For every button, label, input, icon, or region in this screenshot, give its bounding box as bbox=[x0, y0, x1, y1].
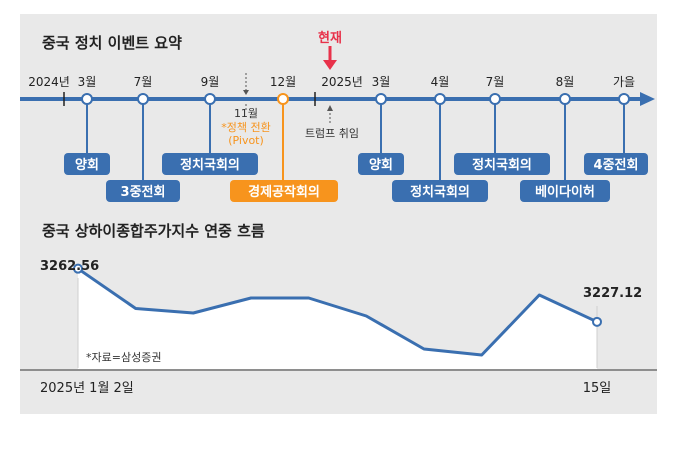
x-end-label: 15일 bbox=[583, 381, 612, 396]
chart-area-fill bbox=[78, 268, 597, 369]
event-box-highlight bbox=[230, 180, 338, 202]
now-arrow-head bbox=[323, 60, 337, 70]
note-pivot-2: (Pivot) bbox=[228, 134, 264, 147]
event-label: 정치국회의 bbox=[410, 184, 470, 200]
event-dot bbox=[204, 93, 216, 105]
event-dot bbox=[489, 93, 501, 105]
tick-label: 7월 bbox=[134, 75, 153, 89]
event-dot bbox=[618, 93, 630, 105]
event-label: 베이다이허 bbox=[535, 184, 595, 200]
tick-label: 12월 bbox=[270, 75, 296, 89]
event-label: 양회 bbox=[75, 157, 99, 173]
note-pivot-1: *정책 전환 bbox=[221, 121, 270, 134]
start-value-label: 3262.56 bbox=[40, 259, 99, 274]
event-box bbox=[392, 180, 488, 202]
event-dots bbox=[81, 93, 630, 105]
tick-label: 가을 bbox=[613, 75, 635, 89]
stock-line-chart bbox=[73, 263, 602, 369]
event-box bbox=[162, 153, 258, 175]
tick-label: 3월 bbox=[372, 75, 391, 89]
event-label: 정치국회의 bbox=[180, 157, 240, 173]
nov-pointer-head bbox=[243, 90, 249, 95]
event-label: 정치국회의 bbox=[472, 157, 532, 173]
event-label: 양회 bbox=[369, 157, 393, 173]
timeline-title: 중국 정치 이벤트 요약 bbox=[42, 34, 182, 52]
series-line bbox=[77, 267, 598, 357]
event-label: 경제공작회의 bbox=[248, 184, 320, 200]
tick-label: 7월 bbox=[486, 75, 505, 89]
event-label: 4중전회 bbox=[594, 157, 639, 173]
tick-label: 4월 bbox=[431, 75, 450, 89]
event-connectors bbox=[86, 99, 625, 184]
event-box bbox=[584, 153, 648, 175]
timeline-axis-arrow bbox=[640, 92, 655, 106]
event-dot bbox=[137, 93, 149, 105]
source-note: *자료=삼성증권 bbox=[86, 351, 161, 364]
event-boxes: 양회 3중전회 정치국회의 경제공작회의 양회 정치국회의 정치국회의 베이다이… bbox=[64, 153, 648, 202]
event-box bbox=[106, 180, 180, 202]
x-start-label: 2025년 1월 2일 bbox=[40, 381, 134, 396]
event-dot bbox=[81, 93, 93, 105]
timeline-tick-labels: 2024년 3월 7월 9월 12월 2025년 3월 4월 7월 8월 가을 bbox=[28, 75, 635, 89]
event-box bbox=[520, 180, 610, 202]
event-label: 3중전회 bbox=[121, 184, 166, 200]
event-box bbox=[64, 153, 110, 175]
chart-title: 중국 상하이종합주가지수 연중 흐름 bbox=[42, 222, 265, 240]
tick-label: 9월 bbox=[201, 75, 220, 89]
event-dot bbox=[434, 93, 446, 105]
data-point bbox=[73, 263, 83, 274]
end-value-label: 3227.12 bbox=[583, 286, 642, 301]
event-box bbox=[358, 153, 404, 175]
event-box bbox=[454, 153, 550, 175]
data-point bbox=[592, 316, 602, 327]
event-dot bbox=[559, 93, 571, 105]
tick-label: 2024년 bbox=[28, 75, 70, 89]
event-dot bbox=[375, 93, 387, 105]
tick-label: 8월 bbox=[556, 75, 575, 89]
trump-pointer-head bbox=[327, 105, 333, 111]
note-trump: 트럼프 취임 bbox=[305, 127, 359, 140]
tick-label: 3월 bbox=[78, 75, 97, 89]
event-dot-highlight bbox=[277, 93, 289, 105]
note-11: 11월 bbox=[234, 107, 258, 120]
now-label: 현재 bbox=[318, 30, 342, 46]
tick-label: 2025년 bbox=[321, 75, 363, 89]
